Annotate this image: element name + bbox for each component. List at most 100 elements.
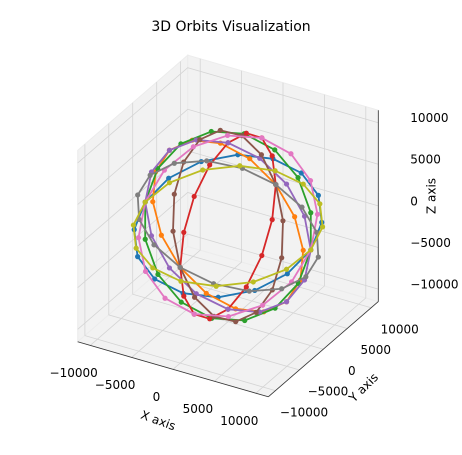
orbit-point [217,127,223,133]
x-tick-label: 5000 [183,402,214,416]
grid-line [89,58,201,346]
orbit-point [253,309,259,315]
orbit-point [272,168,278,174]
x-tick-label: −5000 [95,378,136,392]
orbit-point [280,218,286,224]
axis-line [268,301,379,398]
orbit-point [284,271,290,277]
orbit-point [259,135,265,141]
orbit-point [260,302,266,308]
orbit-point [308,247,314,253]
orbit-point [207,162,213,168]
x-tick-label: −10000 [50,366,98,380]
orbit-point [213,283,219,289]
orbit-point [142,199,148,205]
orbit-point [166,180,173,186]
orbit-point [170,228,176,234]
orbit-point [272,147,278,153]
orbit-point [178,278,184,284]
orbit-point [314,211,321,217]
orbit-point [142,236,148,242]
orbit-point [181,229,187,235]
orbit-point [155,271,161,277]
x-tick-label: 10000 [220,414,258,428]
z-axis-label: Z axis [425,178,439,214]
orbit-point [204,158,210,164]
orbit-point [279,255,285,261]
orbit-point [247,156,253,162]
orbit-point [259,252,265,259]
orbit-point [151,242,157,248]
orbit-point [150,199,156,205]
axis-line [77,341,269,398]
orbit-point [243,284,249,290]
orbit-point [288,151,294,157]
grid-line [214,94,325,382]
orbit-point [283,181,290,187]
orbit-point [269,217,275,223]
grid-line [77,108,379,205]
z-tick-label: −10000 [410,278,458,292]
orbit-point [225,306,231,312]
grid-line [132,102,324,350]
orbit-point [130,222,137,228]
orbit-point [190,144,196,150]
orbit-point [298,170,304,176]
orbit-point [135,192,141,198]
orbit-point [171,160,177,166]
z-tick-label: 0 [410,194,418,208]
orbit-point [152,276,158,282]
x-tick-label: 0 [153,390,161,404]
orbit-point [258,152,265,158]
orbit-point [133,245,139,251]
orbit-point [283,299,290,305]
grid-line [77,233,379,330]
orbit-point [224,132,231,139]
orbit-point [243,130,249,136]
orbit-point [299,204,305,210]
orbit-point [273,181,279,188]
orbit-point [166,147,173,153]
y-tick-label: 5000 [360,343,391,357]
grid-line [84,144,276,391]
orbit-point [197,137,203,143]
orbit-point [317,201,323,207]
orbit-point [269,153,275,159]
orbit-point [191,294,198,300]
orbit-point [283,266,290,272]
orbit-point [166,175,172,181]
orbit-point [207,316,213,322]
orbit-point [181,293,187,299]
orbit-point [147,172,153,178]
orbit-point [225,313,232,320]
chart-title: 3D Orbits Visualization [151,19,310,35]
orbit-point [295,175,301,181]
orbit-point [177,264,183,271]
z-tick-label: −5000 [410,236,451,250]
z-tick-label: 5000 [410,153,441,167]
orbit-point [158,232,164,238]
orbit-point [237,163,243,169]
x-axis-label: X axis [139,408,178,433]
grid-line [180,61,372,309]
orbit-point [315,192,321,198]
orbit-point [203,290,209,296]
orbit-point [319,224,326,230]
orbit-point [166,265,173,271]
orbit-point [300,247,306,253]
orbit-point [178,299,184,305]
orbit-point [308,210,314,216]
z-tick-label: 10000 [410,111,448,125]
orbit-point [200,167,206,173]
y-tick-label: 10000 [381,323,419,337]
grid-line [255,106,367,394]
orbit-point [171,191,177,197]
orbit-point [191,193,197,200]
y-tick-label: −5000 [308,385,349,399]
orbit-point [150,265,156,271]
orbit-point [135,254,141,260]
orbit-point [135,235,142,241]
y-tick-label: 0 [348,364,356,378]
y-tick-label: −10000 [280,405,328,419]
